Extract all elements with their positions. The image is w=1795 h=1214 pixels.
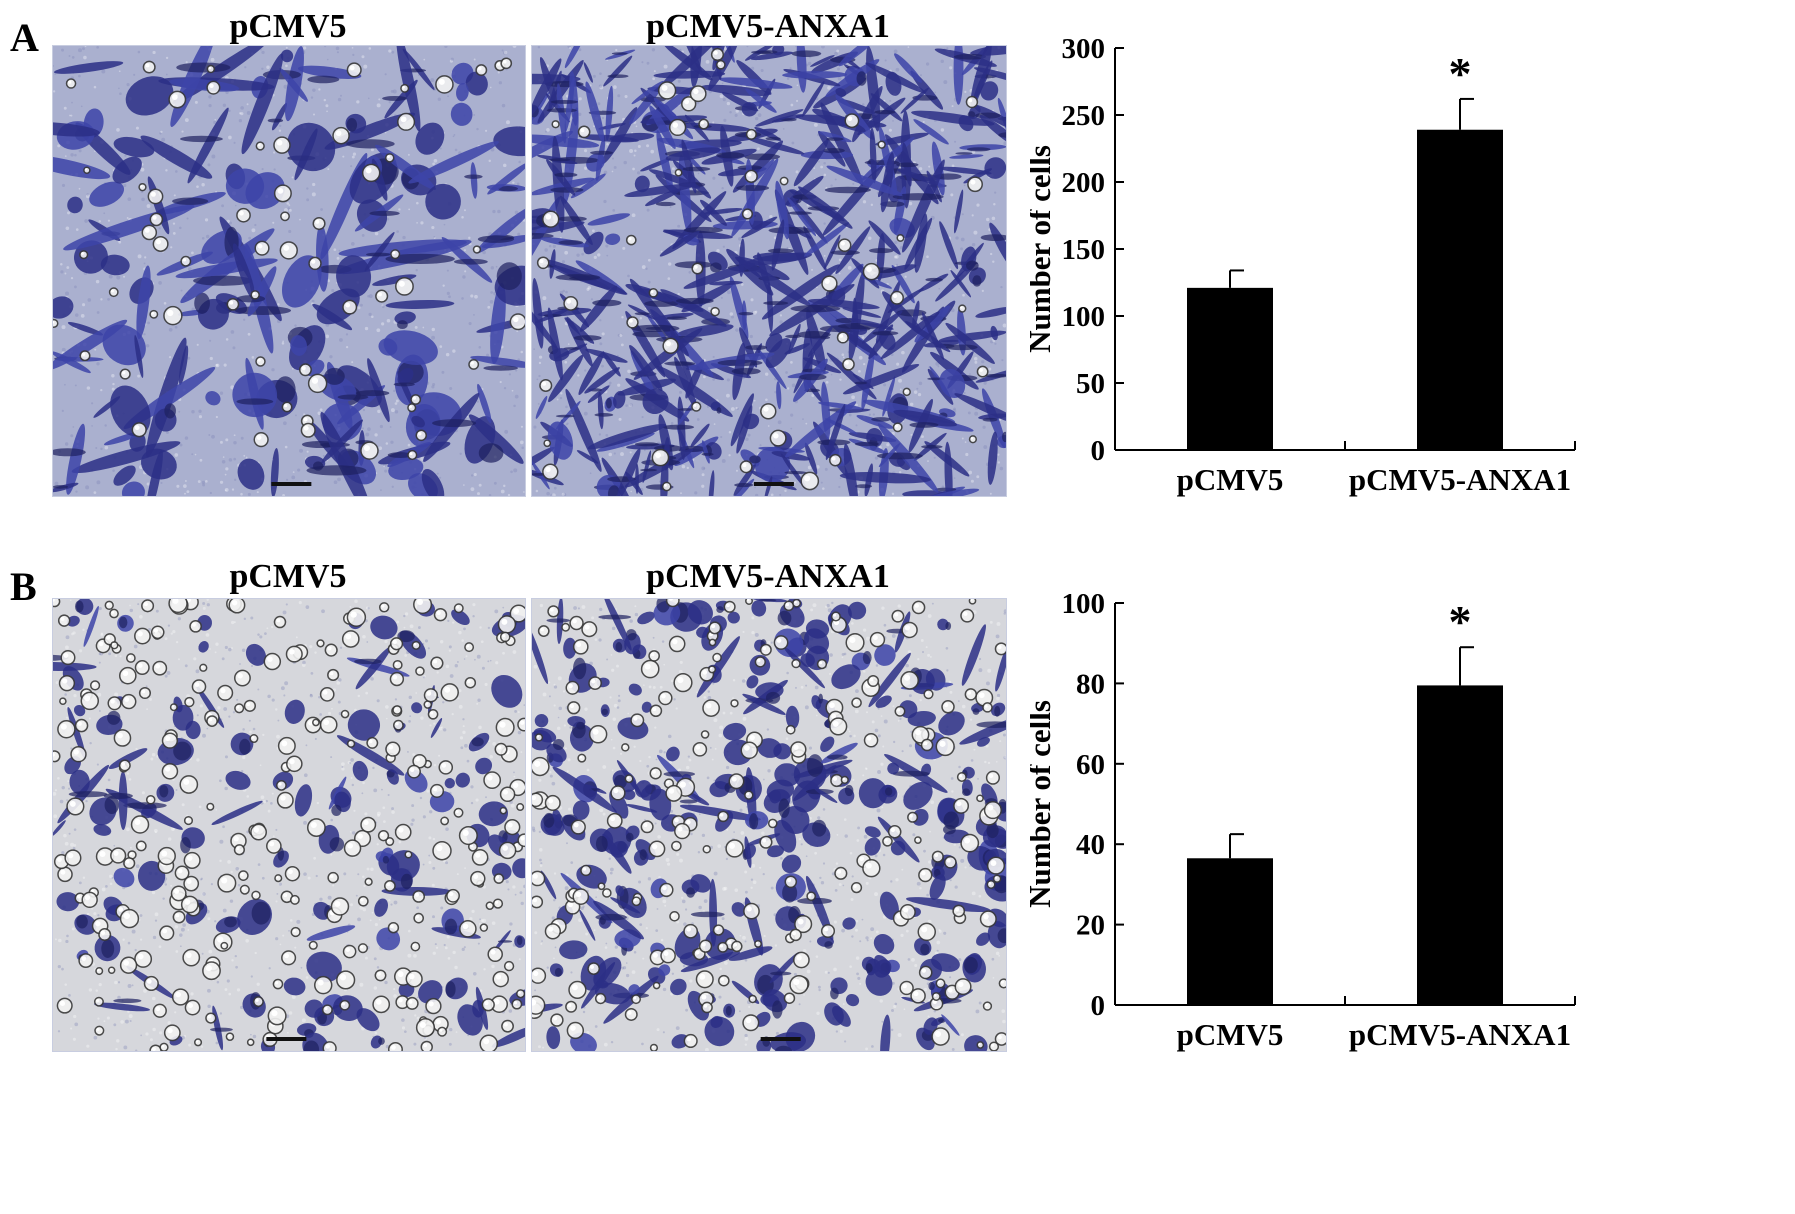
significance-marker: * <box>1449 48 1472 99</box>
y-tick-label: 0 <box>1091 435 1106 467</box>
image-title-a-control: pCMV5 <box>229 8 347 45</box>
y-tick-label: 20 <box>1076 910 1105 942</box>
bar-chart-a: 0 50 100 150 200 250 300 Number of cells pCMV5 * p… <box>1022 20 1590 525</box>
bar-pcmv5 <box>1187 858 1273 1005</box>
micrograph-b-anxa1 <box>531 598 1007 1052</box>
micrograph-b-control <box>52 598 526 1052</box>
x-tick-label: pCMV5-ANXA1 <box>1349 1017 1571 1052</box>
y-tick-label: 300 <box>1062 33 1106 65</box>
y-tick-label: 150 <box>1062 234 1106 266</box>
y-tick-label: 80 <box>1076 668 1105 700</box>
bar-pcmv5-anxa1 <box>1417 129 1503 450</box>
bar-pcmv5 <box>1187 287 1273 450</box>
micrograph-a-anxa1 <box>531 45 1007 497</box>
x-tick-label: pCMV5-ANXA1 <box>1349 462 1571 497</box>
y-tick-label: 250 <box>1062 100 1106 132</box>
micrograph-b-control-image <box>53 599 525 1051</box>
significance-marker: * <box>1449 596 1472 647</box>
y-tick-label: 50 <box>1076 368 1105 400</box>
y-tick-label: 0 <box>1091 990 1106 1022</box>
micrograph-a-anxa1-image <box>532 46 1006 496</box>
y-tick-label: 40 <box>1076 829 1105 861</box>
bar-pcmv5-anxa1 <box>1417 685 1503 1005</box>
y-tick-label: 100 <box>1062 588 1106 620</box>
x-tick-label: pCMV5 <box>1177 462 1284 497</box>
panel-letter-b: B <box>10 564 37 609</box>
panel-letter-a: A <box>10 15 39 60</box>
image-title-b-anxa1: pCMV5-ANXA1 <box>646 558 890 595</box>
y-tick-label: 200 <box>1062 167 1106 199</box>
y-axis-label: Number of cells <box>1030 145 1057 353</box>
micrograph-a-control-image <box>53 46 525 496</box>
x-tick-label: pCMV5 <box>1177 1017 1284 1052</box>
micrograph-b-anxa1-image <box>532 599 1006 1051</box>
image-title-a-anxa1: pCMV5-ANXA1 <box>646 8 890 45</box>
bar-chart-b-svg: 0 20 40 60 80 100 Number of cells pCMV5 * pCMV5-A… <box>1022 588 1576 1052</box>
bar-chart-b: 0 20 40 60 80 100 Number of cells pCMV5 * pCMV5-A… <box>1022 575 1590 1080</box>
micrograph-a-control <box>52 45 526 497</box>
y-tick-label: 100 <box>1062 301 1106 333</box>
y-tick-label: 60 <box>1076 749 1105 781</box>
image-title-b-control: pCMV5 <box>229 558 347 595</box>
bar-chart-a-svg: 0 50 100 150 200 250 300 Number of cells pCMV5 * p… <box>1022 33 1576 497</box>
y-axis-label: Number of cells <box>1030 700 1057 908</box>
